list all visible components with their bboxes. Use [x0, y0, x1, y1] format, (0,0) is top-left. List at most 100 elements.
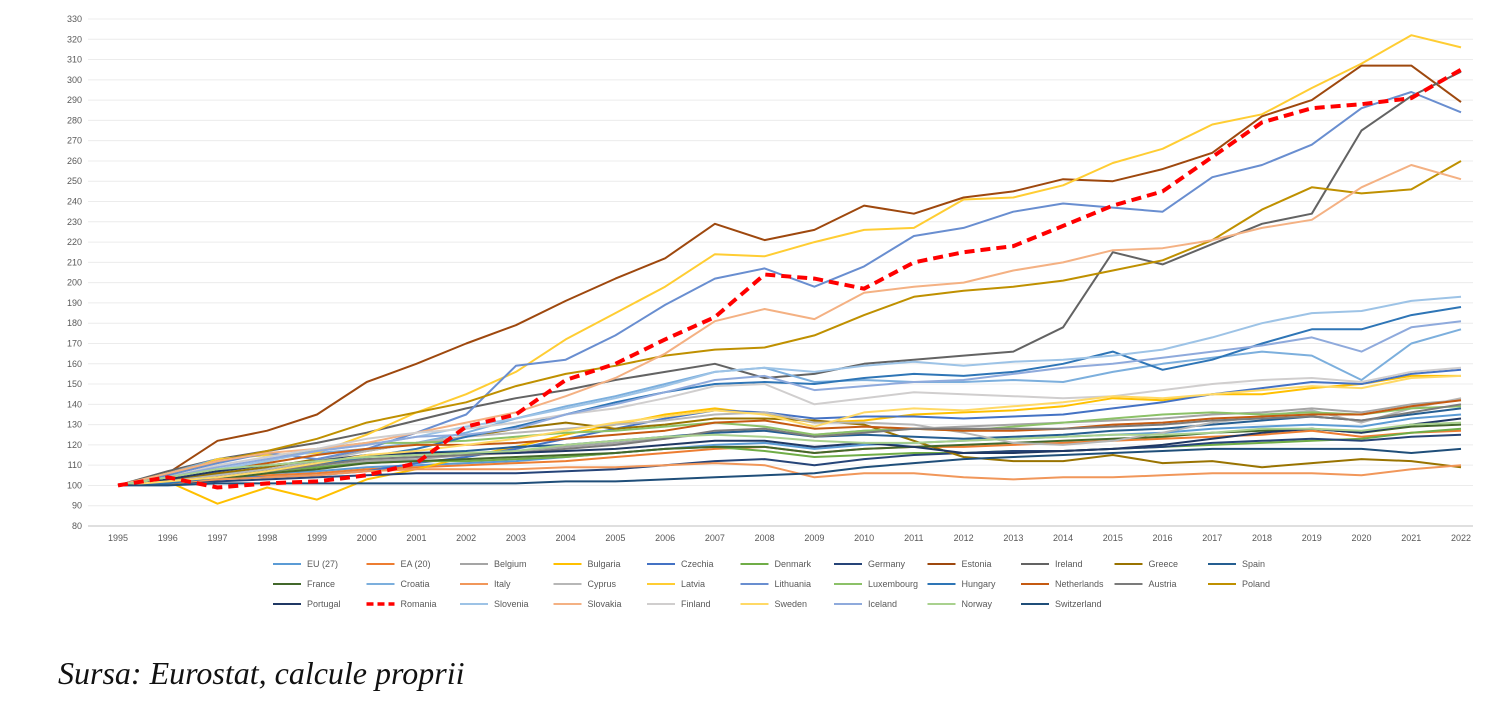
- series-line-estonia: [117, 64, 1462, 487]
- x-tick-label: 2019: [1302, 533, 1322, 543]
- y-tick-label: 270: [67, 136, 82, 146]
- x-tick-label: 2012: [954, 533, 974, 543]
- legend-label: Hungary: [962, 579, 997, 589]
- legend-label: Sweden: [775, 599, 808, 609]
- x-tick-label: 1998: [257, 533, 277, 543]
- y-tick-label: 250: [67, 176, 82, 186]
- y-tick-label: 240: [67, 197, 82, 207]
- legend-label: Slovenia: [494, 599, 529, 609]
- x-tick-label: 1995: [108, 533, 128, 543]
- legend-label: EU (27): [307, 559, 338, 569]
- legend-label: Austria: [1149, 579, 1177, 589]
- axes: 80 90 100 110 120 130 140 150 160 170 180 190 200 210…: [67, 14, 1471, 543]
- x-tick-label: 2016: [1153, 533, 1173, 543]
- series-line-eu-27: [117, 413, 1462, 487]
- series-line-germany: [117, 433, 1462, 487]
- legend-label: Ireland: [1055, 559, 1083, 569]
- series-line-italy: [117, 462, 1462, 487]
- gridlines: [88, 18, 1473, 527]
- y-tick-label: 260: [67, 156, 82, 166]
- x-tick-label: 2008: [755, 533, 775, 543]
- y-tick-label: 290: [67, 95, 82, 105]
- series-line-finland: [117, 366, 1462, 487]
- y-tick-label: 160: [67, 359, 82, 369]
- y-tick-label: 280: [67, 115, 82, 125]
- source-note: Sursa: Eurostat, calcule proprii: [58, 655, 465, 691]
- x-tick-label: 2006: [655, 533, 675, 543]
- y-tick-label: 310: [67, 55, 82, 65]
- legend-label: Iceland: [868, 599, 897, 609]
- x-tick-label: 2010: [854, 533, 874, 543]
- legend-label: Luxembourg: [868, 579, 918, 589]
- y-tick-label: 220: [67, 237, 82, 247]
- x-tick-label: 2005: [605, 533, 625, 543]
- x-tick-label: 2001: [406, 533, 426, 543]
- y-tick-label: 200: [67, 278, 82, 288]
- series-line-poland: [117, 160, 1462, 487]
- x-tick-label: 2015: [1103, 533, 1123, 543]
- legend-label: Estonia: [962, 559, 992, 569]
- y-tick-label: 140: [67, 399, 82, 409]
- y-tick-label: 230: [67, 217, 82, 227]
- legend-label: Cyprus: [588, 579, 617, 589]
- x-tick-label: 2009: [804, 533, 824, 543]
- x-tick-label: 2011: [904, 533, 923, 543]
- x-tick-label: 2000: [357, 533, 377, 543]
- legend-label: Czechia: [681, 559, 714, 569]
- x-tick-label: 1999: [307, 533, 327, 543]
- x-tick-label: 2003: [506, 533, 526, 543]
- x-tick-label: 2018: [1252, 533, 1272, 543]
- x-tick-label: 2014: [1053, 533, 1073, 543]
- y-tick-label: 80: [72, 521, 82, 531]
- y-tick-label: 190: [67, 298, 82, 308]
- x-tick-label: 2004: [556, 533, 576, 543]
- series-line-slovakia: [117, 164, 1462, 487]
- legend-label: Denmark: [775, 559, 812, 569]
- series-line-austria: [117, 403, 1462, 487]
- legend-label: Latvia: [681, 579, 705, 589]
- legend-label: EA (20): [401, 559, 431, 569]
- legend-label: Germany: [868, 559, 906, 569]
- legend-label: Switzerland: [1055, 599, 1102, 609]
- series-line-switzerland: [118, 447, 1462, 487]
- y-tick-label: 100: [67, 480, 82, 490]
- legend-label: Romania: [401, 599, 437, 609]
- y-tick-label: 120: [67, 440, 82, 450]
- legend: EU (27) EA (20) Belgium Bulgaria Czechia Denm…: [273, 559, 1270, 609]
- legend-label: Finland: [681, 599, 711, 609]
- legend-label: Belgium: [494, 559, 527, 569]
- series-line-romania: [117, 67, 1462, 490]
- x-tick-label: 2002: [456, 533, 476, 543]
- x-tick-label: 2017: [1202, 533, 1222, 543]
- legend-label: Lithuania: [775, 579, 812, 589]
- x-tick-label: 2022: [1451, 533, 1471, 543]
- series-line-iceland: [117, 320, 1462, 487]
- y-tick-label: 90: [72, 501, 82, 511]
- y-tick-label: 330: [67, 14, 82, 24]
- legend-label: Slovakia: [588, 599, 622, 609]
- legend-label: Italy: [494, 579, 511, 589]
- legend-label: Poland: [1242, 579, 1270, 589]
- x-tick-label: 2007: [705, 533, 725, 543]
- y-tick-label: 170: [67, 338, 82, 348]
- legend-label: Norway: [962, 599, 993, 609]
- y-tick-label: 150: [67, 379, 82, 389]
- legend-label: Spain: [1242, 559, 1265, 569]
- y-tick-label: 320: [67, 34, 82, 44]
- y-tick-label: 300: [67, 75, 82, 85]
- x-tick-label: 2020: [1352, 533, 1372, 543]
- series-line-netherlands: [117, 399, 1462, 487]
- legend-label: Greece: [1149, 559, 1179, 569]
- legend-label: Croatia: [401, 579, 430, 589]
- legend-label: Bulgaria: [588, 559, 621, 569]
- legend-label: Netherlands: [1055, 579, 1104, 589]
- legend-label: Portugal: [307, 599, 341, 609]
- y-tick-label: 130: [67, 420, 82, 430]
- y-tick-label: 180: [67, 318, 82, 328]
- x-tick-label: 1996: [158, 533, 178, 543]
- x-tick-label: 2013: [1003, 533, 1023, 543]
- x-tick-label: 2021: [1401, 533, 1421, 543]
- y-tick-label: 110: [68, 460, 82, 470]
- legend-label: France: [307, 579, 335, 589]
